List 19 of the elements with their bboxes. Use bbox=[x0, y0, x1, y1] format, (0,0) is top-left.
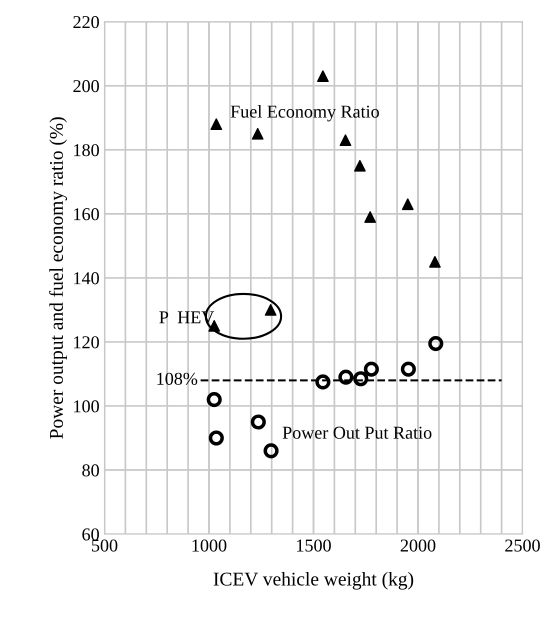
y-axis-title: Power output and fuel economy ratio (%) bbox=[49, 117, 67, 439]
y-tick-label: 120 bbox=[74, 336, 99, 348]
y-tick-label: 220 bbox=[73, 16, 99, 28]
series-label: Fuel Economy Ratio bbox=[230, 104, 379, 122]
y-tick-label: 80 bbox=[82, 464, 99, 476]
x-tick-label: 1500 bbox=[297, 539, 331, 552]
x-tick-label: 2500 bbox=[505, 539, 540, 552]
y-tick-label: 180 bbox=[74, 144, 99, 156]
y-tick-label: 160 bbox=[74, 208, 99, 220]
x-tick-label: 500 bbox=[92, 539, 118, 552]
x-tick-label: 2000 bbox=[400, 539, 436, 552]
x-axis-title: ICEV vehicle weight (kg) bbox=[214, 572, 414, 590]
y-tick-label: 140 bbox=[74, 272, 99, 284]
series-label: Power Out Put Ratio bbox=[282, 426, 432, 439]
y-tick-label: 100 bbox=[74, 400, 99, 412]
x-tick-label: 1000 bbox=[192, 539, 226, 552]
y-tick-label: 200 bbox=[73, 80, 99, 92]
y-tick-label: 60 bbox=[82, 528, 99, 540]
ref-line-label: 108% bbox=[157, 372, 198, 385]
